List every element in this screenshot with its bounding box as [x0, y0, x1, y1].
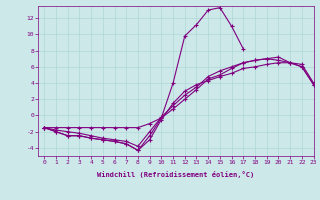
X-axis label: Windchill (Refroidissement éolien,°C): Windchill (Refroidissement éolien,°C) [97, 171, 255, 178]
